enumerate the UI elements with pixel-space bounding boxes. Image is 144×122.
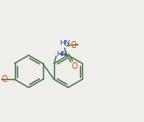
- Text: O: O: [71, 62, 77, 71]
- Text: O: O: [71, 41, 77, 50]
- Text: HN: HN: [59, 40, 70, 46]
- Text: HN: HN: [56, 51, 67, 57]
- Text: O: O: [2, 75, 7, 84]
